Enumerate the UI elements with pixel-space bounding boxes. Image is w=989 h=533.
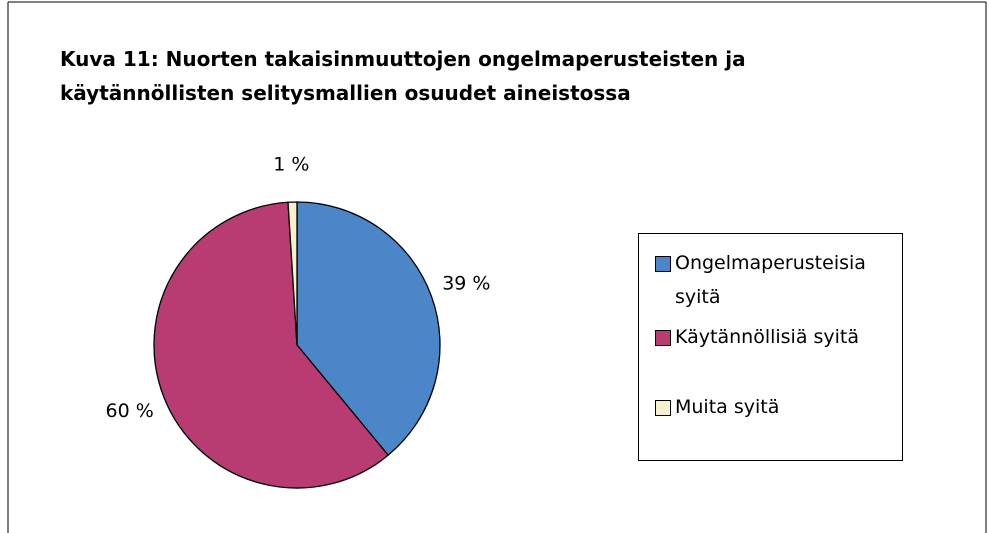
pie-slice bbox=[287, 201, 298, 346]
legend-swatch bbox=[655, 256, 671, 272]
legend-item: Käytännöllisiä syitä bbox=[655, 320, 902, 354]
legend-item: Ongelmaperusteisia syitä bbox=[655, 246, 902, 314]
legend-item: Muita syitä bbox=[655, 390, 902, 424]
data-label: 60 % bbox=[105, 400, 153, 422]
pie-slice bbox=[153, 201, 390, 489]
legend-label: Muita syitä bbox=[675, 396, 780, 418]
legend-label: Käytännöllisiä syitä bbox=[675, 326, 860, 348]
data-label: 39 % bbox=[442, 273, 490, 295]
pie-slice bbox=[296, 201, 441, 457]
legend-label: Ongelmaperusteisia syitä bbox=[675, 252, 866, 308]
legend-swatch bbox=[655, 400, 671, 416]
data-label: 1 % bbox=[273, 154, 309, 176]
legend-swatch bbox=[655, 330, 671, 346]
legend: Ongelmaperusteisia syitä Käytännöllisiä s… bbox=[638, 233, 903, 461]
chart-title: Kuva 11: Nuorten takaisinmuuttojen ongel… bbox=[60, 47, 746, 105]
